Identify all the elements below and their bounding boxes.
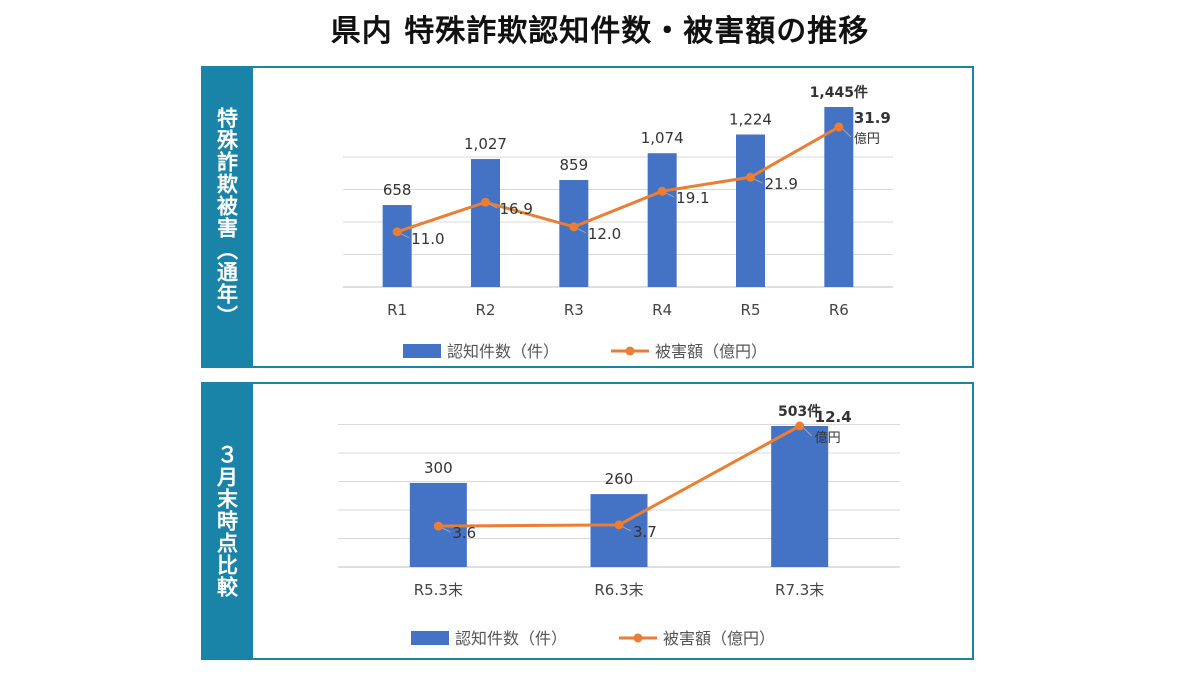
panel1-chart-frame: 658 R1 1,027 R2 859 R3 1,074 R4 1,224 R5 1,445件 R6 1… bbox=[251, 66, 974, 368]
c1-legend-line-label: 被害額（億円） bbox=[655, 342, 767, 361]
c2-x-tick-label: R6.3末 bbox=[594, 581, 643, 599]
c2-x-tick-label: R7.3末 bbox=[775, 581, 824, 599]
c2-line-point bbox=[433, 521, 443, 531]
c1-leader-line bbox=[400, 233, 410, 239]
c2-legend-line-label: 被害額（億円） bbox=[663, 629, 775, 648]
c1-bar-R3 bbox=[559, 179, 589, 287]
c1-line-label: 11.0 bbox=[411, 230, 444, 248]
c2-line-label: 12.4 bbox=[815, 408, 852, 426]
page-title: 県内 特殊詐欺認知件数・被害額の推移 bbox=[330, 14, 870, 49]
c1-line-point bbox=[746, 172, 755, 182]
c1-line-label: 16.9 bbox=[500, 200, 533, 218]
panel2-chart-frame: 300 R5.3末 260 R6.3末 503件 R7.3末 3.6 3.7 12.4 億円認知件… bbox=[251, 382, 974, 660]
c2-bar-label: 300 bbox=[424, 459, 453, 477]
c2-line-point bbox=[795, 421, 805, 431]
c1-bar-R2 bbox=[471, 159, 500, 287]
c2-x-tick-label: R5.3末 bbox=[414, 581, 463, 599]
c1-legend-bar-label: 認知件数（件） bbox=[447, 342, 559, 361]
c1-leader-line bbox=[842, 128, 852, 138]
c2-line-point bbox=[614, 520, 624, 530]
c1-bar-label: 1,445件 bbox=[810, 84, 868, 101]
c1-bar-label: 1,074 bbox=[641, 129, 684, 147]
c2-legend-bar-label: 認知件数（件） bbox=[455, 629, 567, 648]
c1-bar-label: 859 bbox=[560, 156, 589, 174]
c2-bar-label: 503件 bbox=[778, 403, 821, 420]
c2-line-label: 3.7 bbox=[633, 523, 657, 541]
c1-bar-label: 1,224 bbox=[729, 111, 772, 129]
c1-legend-line-marker bbox=[625, 346, 635, 356]
c1-x-tick-label: R2 bbox=[476, 301, 496, 319]
c1-line-label: 12.0 bbox=[588, 225, 621, 243]
c1-line-point bbox=[392, 227, 402, 237]
c1-bar-R1 bbox=[382, 205, 412, 287]
c2-leader-line bbox=[803, 427, 813, 437]
c1-leader-line bbox=[577, 228, 587, 234]
c1-x-tick-label: R1 bbox=[387, 301, 407, 319]
c2-bar-R6.3末 bbox=[590, 494, 648, 567]
panel2-side-label: ３月末時点比較 bbox=[201, 382, 251, 660]
c1-x-tick-label: R6 bbox=[829, 301, 849, 319]
c1-bar-R6 bbox=[824, 107, 854, 287]
c1-bar-R4 bbox=[647, 153, 677, 287]
c2-line-label: 3.6 bbox=[452, 524, 476, 542]
c2-legend-bar-swatch bbox=[411, 631, 449, 645]
c1-line-label: 21.9 bbox=[765, 175, 798, 193]
c2-bar-R7.3末 bbox=[771, 426, 829, 567]
c1-leader-line bbox=[754, 178, 763, 184]
c1-line-unit: 億円 bbox=[854, 131, 880, 147]
c1-x-tick-label: R5 bbox=[741, 301, 761, 319]
c1-x-tick-label: R4 bbox=[652, 301, 672, 319]
c2-leader-line bbox=[622, 526, 632, 532]
c1-bar-label: 658 bbox=[383, 181, 412, 199]
chart1: 658 R1 1,027 R2 859 R3 1,074 R4 1,224 R5 1,445件 R6 1… bbox=[343, 84, 893, 361]
c2-legend-line-marker bbox=[633, 633, 643, 643]
c1-legend-bar-swatch bbox=[403, 344, 441, 358]
c1-bar-R5 bbox=[736, 134, 765, 287]
c2-bar-label: 260 bbox=[605, 470, 634, 488]
panel1-side-label: 特殊詐欺被害（通年） bbox=[201, 66, 251, 368]
c1-line-point bbox=[657, 186, 667, 196]
c1-bar-label: 1,027 bbox=[464, 135, 507, 153]
c1-line-series bbox=[396, 125, 840, 234]
c1-line-point bbox=[569, 222, 579, 232]
c1-line-label: 19.1 bbox=[676, 189, 709, 207]
c1-leader-line bbox=[665, 192, 675, 198]
c1-leader-line bbox=[489, 203, 498, 209]
c1-line-label: 31.9 bbox=[854, 109, 891, 127]
c2-line-unit: 億円 bbox=[815, 430, 841, 446]
c1-line-point bbox=[834, 122, 844, 132]
chart2: 300 R5.3末 260 R6.3末 503件 R7.3末 3.6 3.7 12.4 億円認知件… bbox=[338, 403, 900, 648]
c2-leader-line bbox=[442, 527, 451, 533]
c1-line-point bbox=[481, 197, 490, 207]
c1-x-tick-label: R3 bbox=[564, 301, 584, 319]
